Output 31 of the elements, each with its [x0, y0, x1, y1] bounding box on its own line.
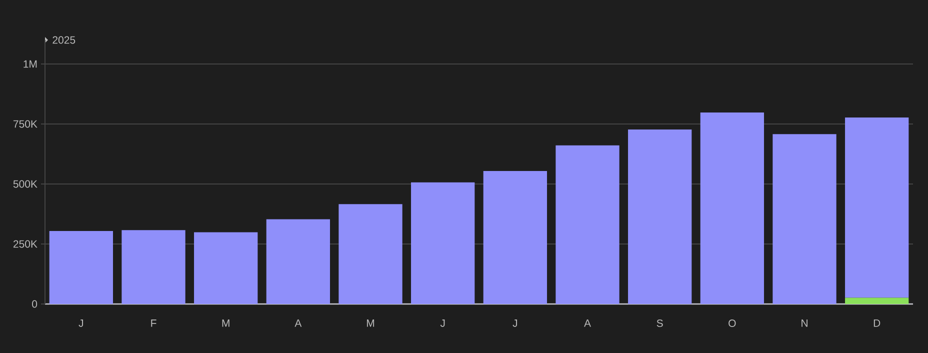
bar — [266, 219, 330, 304]
bar — [338, 204, 402, 304]
bar — [556, 145, 620, 304]
x-tick-label: F — [151, 320, 156, 327]
x-tick-label: J — [78, 320, 84, 327]
bar — [194, 232, 258, 304]
x-tick-label: S — [656, 320, 663, 327]
x-tick-label: A — [294, 320, 302, 327]
x-tick-label: M — [222, 320, 230, 327]
bar — [122, 230, 186, 304]
x-tick-label: M — [366, 320, 374, 327]
bar — [483, 171, 547, 304]
bar — [845, 298, 909, 304]
y-tick-label: 500K — [13, 180, 38, 188]
bar — [772, 134, 836, 304]
x-tick-label: O — [728, 320, 736, 327]
y-tick-label: 1M — [24, 60, 37, 68]
x-tick-label: J — [440, 320, 445, 327]
bar — [700, 112, 764, 304]
bar — [628, 130, 692, 304]
legend-title: 2025 — [52, 36, 76, 44]
y-tick-label: 0 — [32, 300, 38, 308]
bar — [49, 231, 113, 304]
y-tick-label: 750K — [13, 120, 38, 128]
y-tick-label: 250K — [13, 240, 38, 248]
x-tick-label: J — [512, 320, 518, 327]
bar — [845, 118, 909, 298]
x-tick-label: N — [802, 320, 808, 327]
bar — [411, 182, 475, 304]
x-tick-label: D — [874, 320, 880, 327]
x-tick-label: A — [584, 320, 591, 327]
